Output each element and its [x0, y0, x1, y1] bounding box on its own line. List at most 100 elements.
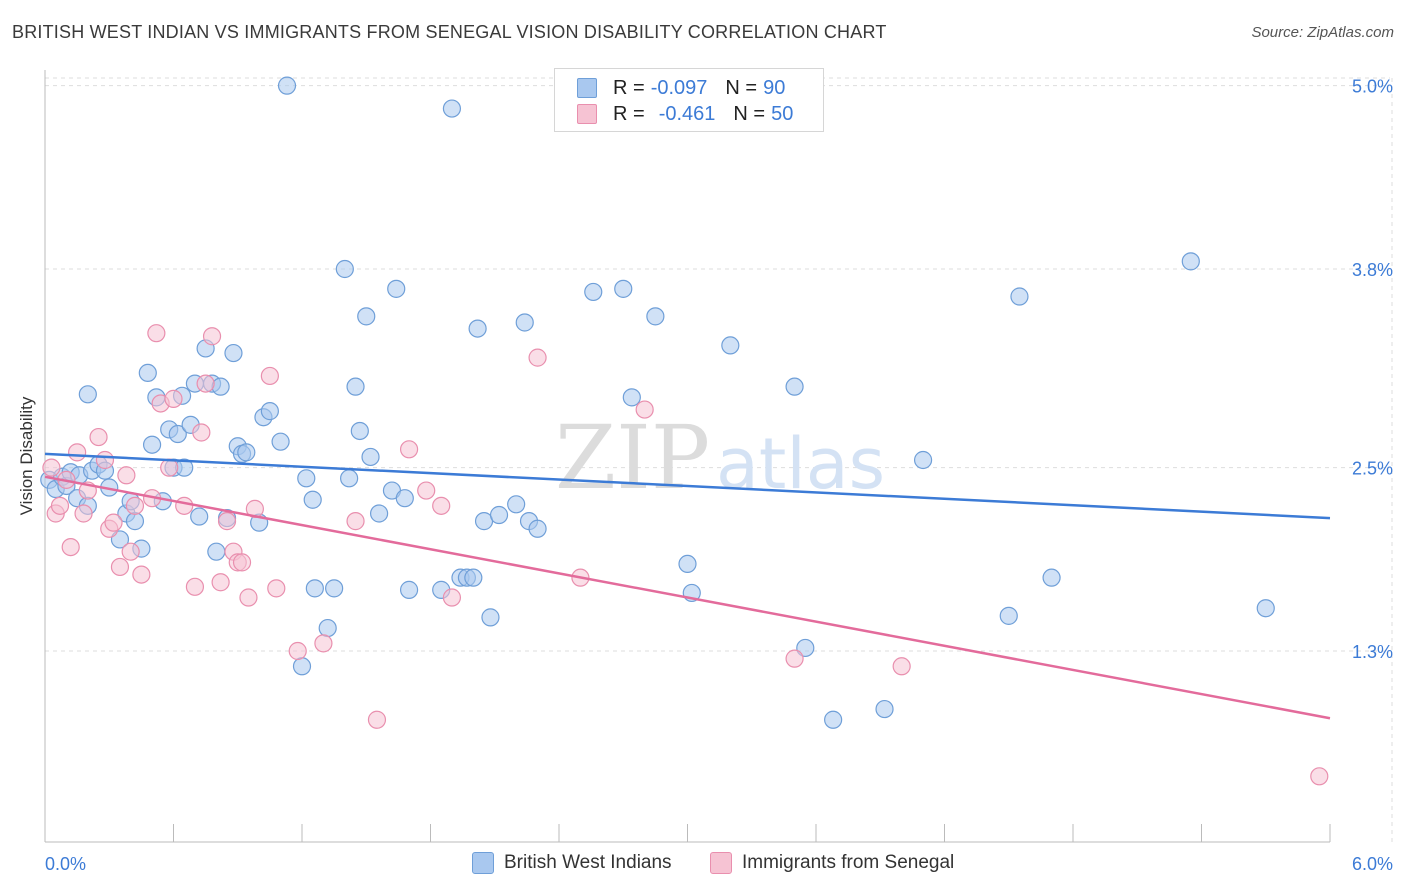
point-british-west-indians: [622, 388, 641, 407]
point-british-west-indians: [138, 363, 157, 383]
legend-swatch-pink: [710, 852, 732, 874]
watermark-zip: ZIP: [555, 406, 710, 509]
point-british-west-indians: [207, 542, 226, 561]
point-immigrants-from-senegal: [196, 374, 215, 393]
point-british-west-indians: [78, 385, 97, 404]
chart-title: BRITISH WEST INDIAN VS IMMIGRANTS FROM S…: [12, 22, 887, 42]
point-british-west-indians: [481, 608, 500, 627]
point-british-west-indians: [260, 402, 279, 421]
point-british-west-indians: [646, 307, 665, 326]
point-british-west-indians: [110, 530, 130, 549]
point-immigrants-from-senegal: [117, 466, 136, 485]
series-legend: British West Indians Immigrants from Sen…: [0, 852, 1406, 878]
point-british-west-indians: [325, 579, 344, 598]
point-british-west-indians: [584, 282, 603, 302]
point-british-west-indians: [224, 343, 243, 363]
point-immigrants-from-senegal: [785, 649, 804, 668]
point-british-west-indians: [237, 443, 256, 462]
legend-row-senegal: R = -0.461 N = 50: [577, 103, 793, 125]
point-british-west-indians: [297, 469, 316, 488]
point-british-west-indians: [271, 432, 290, 451]
legend-n-label: N =: [725, 76, 758, 99]
point-british-west-indians: [340, 469, 359, 488]
point-british-west-indians: [1256, 599, 1275, 618]
point-british-west-indians: [399, 580, 419, 599]
point-immigrants-from-senegal: [267, 579, 286, 598]
point-immigrants-from-senegal: [288, 641, 307, 661]
legend-item-label: British West Indians: [504, 852, 672, 873]
point-immigrants-from-senegal: [68, 443, 87, 462]
point-immigrants-from-senegal: [635, 400, 654, 419]
legend-r-value: -0.461: [658, 102, 716, 125]
point-british-west-indians: [875, 699, 894, 719]
point-immigrants-from-senegal: [132, 565, 151, 584]
point-immigrants-from-senegal: [95, 450, 115, 470]
x-tick-label: 6.0%: [1352, 854, 1393, 874]
point-immigrants-from-senegal: [192, 423, 211, 442]
trend-lines: [44, 452, 1331, 720]
point-british-west-indians: [785, 377, 804, 396]
y-axis-label: Vision Disability: [17, 396, 36, 515]
point-british-west-indians: [305, 579, 324, 598]
point-immigrants-from-senegal: [164, 389, 183, 408]
point-immigrants-from-senegal: [367, 710, 387, 729]
point-immigrants-from-senegal: [442, 588, 462, 607]
point-immigrants-from-senegal: [202, 327, 222, 346]
legend-item-british-west-indians[interactable]: British West Indians: [472, 852, 672, 874]
point-immigrants-from-senegal: [147, 324, 166, 343]
point-immigrants-from-senegal: [121, 542, 140, 561]
point-british-west-indians: [303, 490, 322, 509]
trend-line-british-west-indians: [44, 452, 1331, 520]
point-british-west-indians: [142, 435, 162, 454]
point-immigrants-from-senegal: [217, 512, 237, 531]
point-british-west-indians: [1042, 568, 1061, 587]
point-british-west-indians: [1181, 252, 1200, 271]
point-immigrants-from-senegal: [232, 553, 252, 572]
y-tick-label: 3.8%: [1352, 260, 1393, 280]
point-immigrants-from-senegal: [185, 577, 205, 596]
point-british-west-indians: [350, 421, 369, 441]
point-british-west-indians: [614, 279, 633, 298]
point-british-west-indians: [277, 76, 297, 95]
point-immigrants-from-senegal: [110, 557, 130, 577]
point-british-west-indians: [190, 507, 209, 526]
point-immigrants-from-senegal: [74, 504, 93, 523]
legend-row-british-west-indians: R = -0.097 N = 90: [577, 77, 785, 99]
point-british-west-indians: [678, 554, 697, 574]
legend-swatch-pink: [577, 104, 597, 124]
legend-item-label: Immigrants from Senegal: [742, 852, 955, 873]
x-tick-label: 0.0%: [45, 854, 86, 874]
point-british-west-indians: [318, 618, 337, 638]
point-british-west-indians: [1010, 287, 1029, 306]
legend-n-value: 90: [763, 76, 786, 99]
point-immigrants-from-senegal: [399, 440, 419, 459]
legend-r-label: R =: [613, 76, 645, 99]
point-immigrants-from-senegal: [892, 657, 911, 676]
point-british-west-indians: [125, 512, 145, 531]
point-british-west-indians: [507, 495, 526, 514]
point-british-west-indians: [361, 447, 380, 467]
point-british-west-indians: [370, 504, 389, 523]
point-british-west-indians: [468, 319, 487, 338]
legend-item-immigrants-from-senegal[interactable]: Immigrants from Senegal: [710, 852, 954, 874]
point-british-west-indians: [489, 505, 509, 525]
point-immigrants-from-senegal: [175, 496, 194, 515]
point-british-west-indians: [292, 657, 312, 676]
point-immigrants-from-senegal: [104, 513, 123, 532]
point-british-west-indians: [357, 307, 376, 326]
point-british-west-indians: [211, 377, 230, 396]
source-label: Source: ZipAtlas.com: [1251, 24, 1394, 41]
y-tick-label: 1.3%: [1352, 642, 1393, 662]
point-immigrants-from-senegal: [260, 366, 279, 386]
point-immigrants-from-senegal: [89, 427, 108, 447]
point-immigrants-from-senegal: [42, 458, 61, 477]
point-immigrants-from-senegal: [417, 481, 436, 500]
legend-r-value: -0.097: [650, 76, 708, 99]
point-british-west-indians: [824, 710, 843, 729]
point-british-west-indians: [346, 377, 365, 396]
legend-n-value: 50: [771, 102, 794, 125]
point-immigrants-from-senegal: [346, 512, 365, 531]
data-points: [40, 76, 1329, 786]
point-immigrants-from-senegal: [239, 588, 258, 607]
